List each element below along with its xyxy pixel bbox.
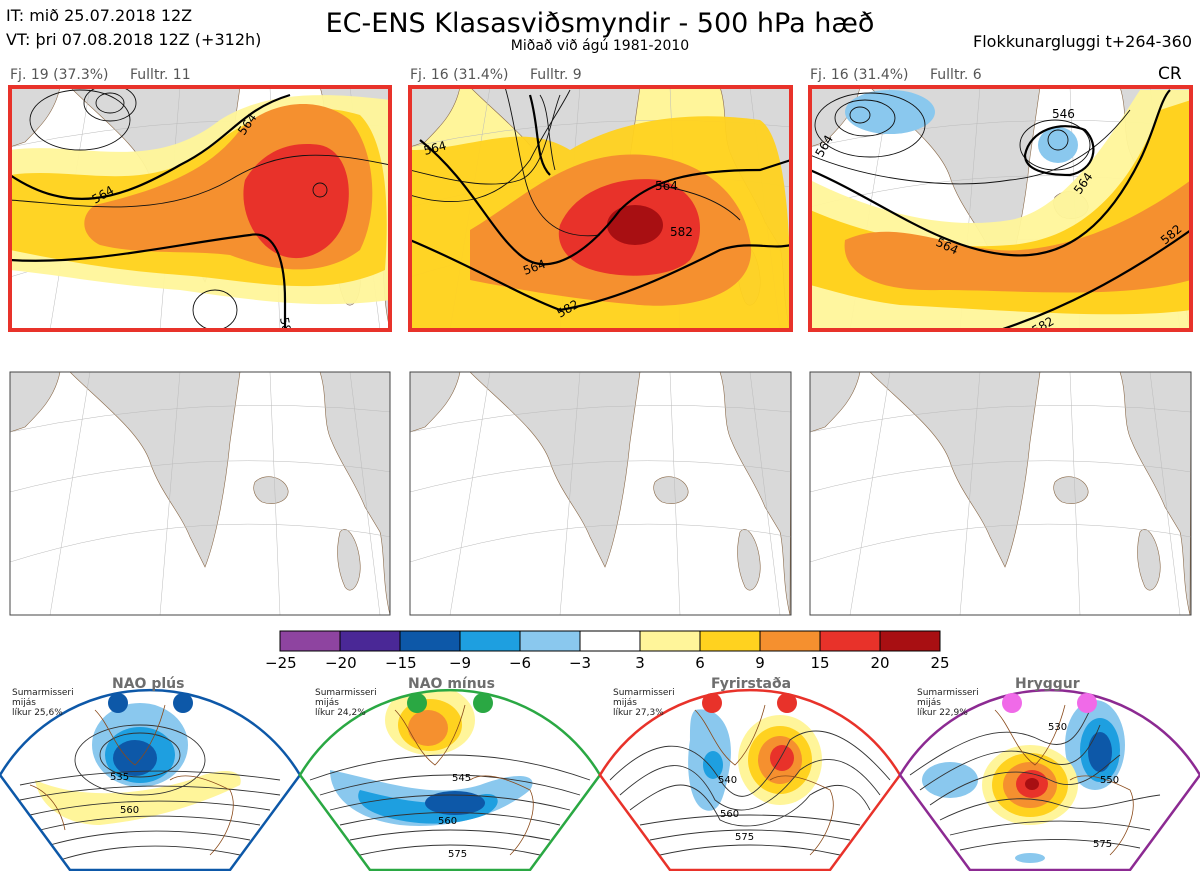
regime-panels: 535 560 545 560 575 <box>0 688 1200 871</box>
colorbar-tick-label: −3 <box>568 654 592 672</box>
contour-label: 560 <box>120 805 139 816</box>
regime-3-marker <box>777 693 797 713</box>
map-panels: 564 564 582 564 564 582 582 564 <box>8 85 1193 616</box>
colorbar <box>279 630 941 652</box>
panel-5-map <box>410 372 791 615</box>
regime-4-marker <box>1002 693 1022 713</box>
colorbar-tick-label: −20 <box>325 654 357 672</box>
colorbar-cell <box>639 630 701 652</box>
panel-1-frame <box>8 85 392 332</box>
regime-3-frame <box>598 688 902 871</box>
contour-label: 564 <box>655 179 678 193</box>
panel-6-frame <box>809 371 1192 616</box>
contour-label: 545 <box>452 773 471 784</box>
colorbar-cell <box>519 630 581 652</box>
colorbar-tick-label: 20 <box>870 654 890 672</box>
panel-3-frame <box>808 85 1193 332</box>
page-title: EC-ENS Klasasviðsmyndir - 500 hPa hæð <box>325 8 875 39</box>
regime-1-stats: Sumarmisseri mijás líkur 25,6% <box>12 688 74 718</box>
regime-2-title: NAO mínus <box>408 676 495 692</box>
regime-4-stats: Sumarmisseri mijás líkur 22,9% <box>917 688 979 718</box>
panel-4-map <box>10 372 390 615</box>
colorbar-tick-label: 3 <box>635 654 645 672</box>
colorbar-tick-label: 6 <box>695 654 705 672</box>
initial-time: IT: mið 25.07.2018 12Z <box>6 6 193 25</box>
panel-6-map <box>810 372 1191 615</box>
regime-3-marker <box>702 693 722 713</box>
panel-2-map: 564 564 582 582 564 <box>410 87 791 330</box>
regime-1-frame <box>0 688 302 871</box>
colorbar-cell <box>879 630 941 652</box>
contour-label: 546 <box>1052 107 1075 121</box>
colorbar-cell <box>579 630 641 652</box>
classification-window: Flokkunargluggi t+264-360 <box>973 32 1192 51</box>
regime-3-stats: Sumarmisseri mijás líkur 27,3% <box>613 688 675 718</box>
contour-label: 530 <box>1048 722 1067 733</box>
contour-label: 550 <box>1100 775 1119 786</box>
regime-1-title: NAO plús <box>112 676 185 692</box>
colorbar-tick-label: −6 <box>508 654 532 672</box>
contour-label: 540 <box>718 775 737 786</box>
regime-4-frame <box>898 688 1200 871</box>
colorbar-tick-label: −25 <box>265 654 297 672</box>
contour-label: 575 <box>448 849 467 860</box>
panel-3-cluster-label: Fj. 16 (31.4%) <box>810 67 909 83</box>
colorbar-cell <box>399 630 461 652</box>
panel-3-regime-code: CR <box>1158 64 1182 84</box>
contour-label: 535 <box>110 772 129 783</box>
regime-3-title: Fyrirstaða <box>711 676 792 692</box>
panel-5-frame <box>409 371 792 616</box>
panel-3-map: 546 564 564 582 582 564 <box>810 87 1191 330</box>
colorbar-cell <box>759 630 821 652</box>
valid-time: VT: þri 07.08.2018 12Z (+312h) <box>6 30 262 49</box>
colorbar-cell <box>819 630 881 652</box>
contour-label: 564 <box>422 138 448 157</box>
colorbar-tick-label: 9 <box>755 654 765 672</box>
panel-1-map: 564 564 582 <box>10 87 390 341</box>
colorbar-cell <box>279 630 341 652</box>
colorbar-cell <box>459 630 521 652</box>
regime-4-marker <box>1077 693 1097 713</box>
regime-1-marker <box>108 693 128 713</box>
panel-2-member-label: Fulltr. 9 <box>530 67 582 83</box>
panel-2-cluster-label: Fj. 16 (31.4%) <box>410 67 509 83</box>
regime-2-marker <box>473 693 493 713</box>
colorbar-tick-label: −15 <box>385 654 417 672</box>
colorbar-tick-label: 15 <box>810 654 830 672</box>
contour-label: 582 <box>670 225 693 239</box>
panel-1-member-label: Fulltr. 11 <box>130 67 191 83</box>
regime-2-marker <box>407 693 427 713</box>
colorbar-tick-label: −9 <box>448 654 472 672</box>
contour-label: 560 <box>438 816 457 827</box>
contour-label: 582 <box>277 316 295 341</box>
regime-1-marker <box>173 693 193 713</box>
panel-1-cluster-label: Fj. 19 (37.3%) <box>10 67 109 83</box>
colorbar-tick-label: 25 <box>930 654 950 672</box>
climatology-subtitle: Miðað við ágú 1981-2010 <box>510 38 690 54</box>
panel-4-frame <box>9 371 391 616</box>
regime-2-stats: Sumarmisseri mijás líkur 24,2% <box>315 688 377 718</box>
regime-2-frame <box>298 688 602 871</box>
contour-label: 575 <box>735 832 754 843</box>
contour-label: 560 <box>720 809 739 820</box>
contour-label: 575 <box>1093 839 1112 850</box>
regime-4-title: Hryggur <box>1015 676 1080 692</box>
colorbar-cell <box>699 630 761 652</box>
colorbar-cell <box>339 630 401 652</box>
panel-3-member-label: Fulltr. 6 <box>930 67 982 83</box>
panel-2-frame <box>408 85 793 332</box>
